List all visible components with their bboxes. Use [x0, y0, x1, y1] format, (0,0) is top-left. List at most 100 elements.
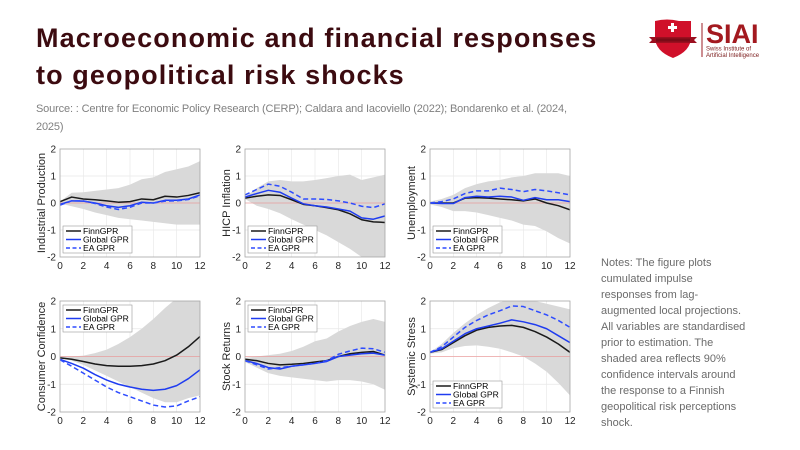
y-tick-label: 0: [235, 199, 241, 210]
legend-label: EA GPR: [453, 243, 485, 253]
confidence-band: [245, 319, 385, 390]
legend-label: Global GPR: [268, 314, 314, 324]
siai-logo: SIAI Swiss Institute of Artificial Intel…: [649, 19, 760, 59]
x-tick-label: 0: [427, 416, 433, 427]
series-line-ea-gpr: [60, 194, 200, 211]
legend-label: FinnGPR: [453, 381, 488, 391]
source-citation: Source: : Centre for Economic Policy Res…: [36, 100, 567, 136]
y-tick-label: 1: [50, 172, 56, 183]
legend-label: EA GPR: [453, 398, 485, 408]
legend-label: FinnGPR: [268, 305, 303, 315]
notes-line: the response to a Finnish: [601, 385, 725, 397]
notes-line: shock.: [601, 417, 633, 429]
notes-line: Notes: The figure plots: [601, 257, 712, 269]
x-tick-label: 0: [242, 261, 248, 272]
y-tick-label: -1: [232, 226, 241, 237]
legend-label: FinnGPR: [268, 226, 303, 236]
y-tick-label: -1: [47, 226, 56, 237]
x-tick-label: 10: [541, 261, 553, 272]
y-tick-label: 0: [420, 352, 426, 363]
legend-label: FinnGPR: [83, 226, 118, 236]
x-tick-label: 10: [356, 261, 368, 272]
legend-label: EA GPR: [268, 322, 300, 332]
y-tick-label: 0: [420, 199, 426, 210]
y-axis-label: Systemic Stress: [406, 317, 418, 396]
x-tick-label: 10: [171, 416, 183, 427]
x-tick-label: 4: [474, 416, 480, 427]
axes-frame: [429, 300, 571, 413]
y-tick-label: -1: [417, 226, 426, 237]
x-tick-label: 4: [104, 416, 110, 427]
legend-label: Global GPR: [83, 235, 129, 245]
axes-frame: [244, 148, 386, 258]
legend-label: EA GPR: [83, 243, 115, 253]
x-tick-label: 4: [289, 261, 295, 272]
y-tick-label: -2: [232, 408, 241, 419]
x-tick-label: 10: [356, 416, 368, 427]
series-line-ea-gpr: [245, 183, 385, 209]
x-tick-label: 2: [451, 416, 457, 427]
axes-frame: [429, 148, 571, 258]
y-tick-label: 1: [235, 324, 241, 335]
x-tick-label: 12: [194, 261, 206, 272]
y-tick-label: 0: [50, 352, 56, 363]
y-tick-label: -1: [232, 380, 241, 391]
x-tick-label: 2: [266, 261, 272, 272]
x-tick-label: 2: [81, 261, 87, 272]
notes-line: responses from lag-: [601, 289, 699, 301]
x-tick-label: 0: [57, 416, 63, 427]
y-tick-label: 1: [235, 172, 241, 183]
y-tick-label: 2: [420, 145, 426, 156]
series-line-finngpr: [60, 335, 200, 367]
y-tick-label: 1: [50, 324, 56, 335]
title-line: Macroeconomic and financial responses: [36, 23, 598, 53]
x-tick-label: 6: [127, 261, 133, 272]
y-axis-label: Stock Returns: [221, 321, 233, 391]
y-tick-label: 2: [50, 145, 56, 156]
series-line-global-gpr: [245, 352, 385, 370]
y-tick-label: 2: [235, 145, 241, 156]
x-tick-label: 8: [336, 261, 342, 272]
legend-label: Global GPR: [453, 235, 499, 245]
y-tick-label: -2: [417, 253, 426, 264]
y-axis-label: Industrial Production: [36, 153, 48, 253]
x-tick-label: 0: [57, 261, 63, 272]
x-tick-label: 8: [151, 416, 157, 427]
x-tick-label: 2: [266, 416, 272, 427]
legend-label: EA GPR: [268, 243, 300, 253]
axes-frame: [59, 300, 201, 413]
legend-label: FinnGPR: [83, 305, 118, 315]
notes-line: prior to estimation. The: [601, 337, 714, 349]
figure-notes: Notes: The figure plots cumulated impuls…: [601, 255, 745, 431]
series-line-global-gpr: [60, 358, 200, 392]
y-tick-label: 2: [420, 297, 426, 308]
notes-line: augmented local projections.: [601, 305, 742, 317]
notes-line: shaded area reflects 90%: [601, 353, 726, 365]
y-tick-label: 2: [50, 297, 56, 308]
y-tick-label: 0: [235, 352, 241, 363]
x-tick-label: 6: [127, 416, 133, 427]
source-line: 2025): [36, 121, 64, 133]
x-tick-label: 12: [379, 416, 391, 427]
page-title: Macroeconomic and financial responses to…: [36, 20, 597, 94]
x-tick-label: 12: [194, 416, 206, 427]
x-tick-label: 10: [541, 416, 553, 427]
y-tick-label: 2: [235, 297, 241, 308]
y-axis-label: Consumer Confidence: [36, 302, 48, 411]
series-line-global-gpr: [430, 319, 570, 354]
legend-label: Global GPR: [268, 235, 314, 245]
x-tick-label: 0: [242, 416, 248, 427]
x-tick-label: 12: [379, 261, 391, 272]
notes-line: geopolitical risk perceptions: [601, 401, 737, 413]
notes-line: cumulated impulse: [601, 273, 693, 285]
source-line: Source: : Centre for Economic Policy Res…: [36, 103, 567, 115]
y-tick-label: -2: [232, 253, 241, 264]
series-line-ea-gpr: [60, 359, 200, 408]
x-tick-label: 10: [171, 261, 183, 272]
